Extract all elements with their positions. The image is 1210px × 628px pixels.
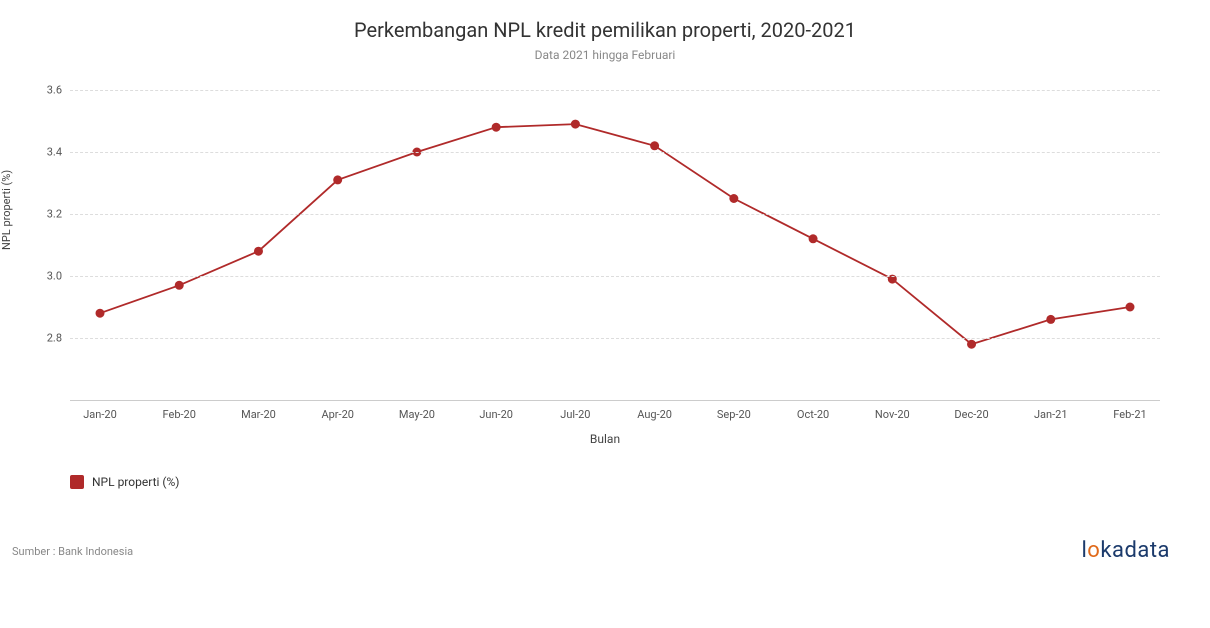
y-grid-line xyxy=(70,152,1160,153)
source-text: Sumber : Bank Indonesia xyxy=(12,545,133,558)
chart-subtitle: Data 2021 hingga Februari xyxy=(0,48,1210,62)
brand-o: o xyxy=(1087,538,1100,563)
x-tick-label: Apr-20 xyxy=(321,400,353,421)
x-tick-label: Oct-20 xyxy=(797,400,829,421)
y-grid-line xyxy=(70,276,1160,277)
x-axis-label: Bulan xyxy=(0,432,1210,446)
series-line xyxy=(100,124,1130,344)
series-marker xyxy=(571,120,580,129)
y-tick-label: 3.6 xyxy=(47,84,70,97)
x-tick-label: Jul-20 xyxy=(560,400,590,421)
series-marker xyxy=(809,234,818,243)
chart-title: Perkembangan NPL kredit pemilikan proper… xyxy=(0,18,1210,42)
x-tick-label: Nov-20 xyxy=(875,400,910,421)
chart-container: Perkembangan NPL kredit pemilikan proper… xyxy=(0,0,1210,628)
x-tick-label: Feb-20 xyxy=(163,400,196,421)
series-marker xyxy=(492,123,501,132)
series-marker xyxy=(729,194,738,203)
y-tick-label: 3.2 xyxy=(47,208,70,221)
series-marker xyxy=(333,175,342,184)
y-grid-line xyxy=(70,214,1160,215)
x-tick-label: Feb-21 xyxy=(1113,400,1146,421)
x-tick-label: Jun-20 xyxy=(479,400,513,421)
x-tick-label: Sep-20 xyxy=(717,400,751,421)
y-tick-label: 3.0 xyxy=(47,270,70,283)
series-marker xyxy=(96,309,105,318)
legend-text: NPL properti (%) xyxy=(92,475,179,489)
legend-swatch xyxy=(70,475,84,489)
plot-area: 2.83.03.23.43.6Jan-20Feb-20Mar-20Apr-20M… xyxy=(70,90,1160,400)
brand-suffix: kadata xyxy=(1100,538,1170,563)
y-grid-line xyxy=(70,90,1160,91)
series-marker xyxy=(967,340,976,349)
x-tick-label: Jan-20 xyxy=(83,400,117,421)
series-marker xyxy=(650,141,659,150)
y-axis-label: NPL properti (%) xyxy=(0,170,13,250)
x-tick-label: Mar-20 xyxy=(241,400,276,421)
y-grid-line xyxy=(70,338,1160,339)
x-tick-label: Jan-21 xyxy=(1034,400,1068,421)
brand-logo: lokadata xyxy=(1081,538,1170,563)
y-tick-label: 2.8 xyxy=(47,332,70,345)
x-tick-label: Dec-20 xyxy=(954,400,988,421)
x-tick-label: Aug-20 xyxy=(637,400,672,421)
line-series-svg xyxy=(70,90,1160,400)
x-tick-label: May-20 xyxy=(399,400,435,421)
series-marker xyxy=(175,281,184,290)
series-marker xyxy=(1046,315,1055,324)
y-tick-label: 3.4 xyxy=(47,146,70,159)
series-marker xyxy=(1126,303,1135,312)
series-marker xyxy=(254,247,263,256)
x-axis-baseline xyxy=(70,400,1160,401)
legend: NPL properti (%) xyxy=(70,475,179,489)
